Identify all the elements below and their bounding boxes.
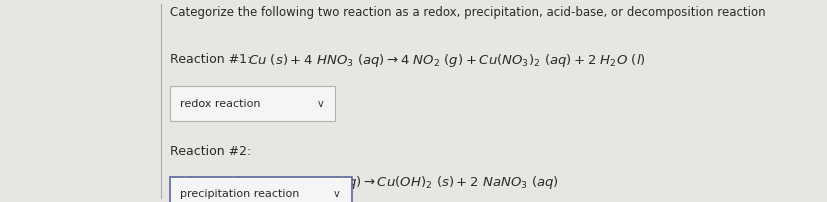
Text: Reaction #1:: Reaction #1: xyxy=(170,53,251,65)
Text: v: v xyxy=(318,99,323,108)
Text: redox reaction: redox reaction xyxy=(179,99,260,108)
FancyBboxPatch shape xyxy=(170,86,335,121)
Text: precipitation reaction: precipitation reaction xyxy=(179,189,299,199)
Text: Reaction #2:: Reaction #2: xyxy=(170,145,251,158)
Text: Categorize the following two reaction as a redox, precipitation, acid-base, or d: Categorize the following two reaction as… xyxy=(170,6,764,19)
Text: $Cu\ (s) + 4\ HNO_3\ (aq) \rightarrow 4\ NO_2\ (g) + Cu(NO_3)_2\ (aq) + 2\ H_2O\: $Cu\ (s) + 4\ HNO_3\ (aq) \rightarrow 4\… xyxy=(248,52,645,68)
Text: $Cu(NO_3)_2\ (aq) + 2\ NaOH\ (aq) \rightarrow Cu(OH)_2\ (s) + 2\ NaNO_3\ (aq)$: $Cu(NO_3)_2\ (aq) + 2\ NaOH\ (aq) \right… xyxy=(170,174,558,191)
Text: v: v xyxy=(334,189,339,199)
FancyBboxPatch shape xyxy=(170,177,351,202)
